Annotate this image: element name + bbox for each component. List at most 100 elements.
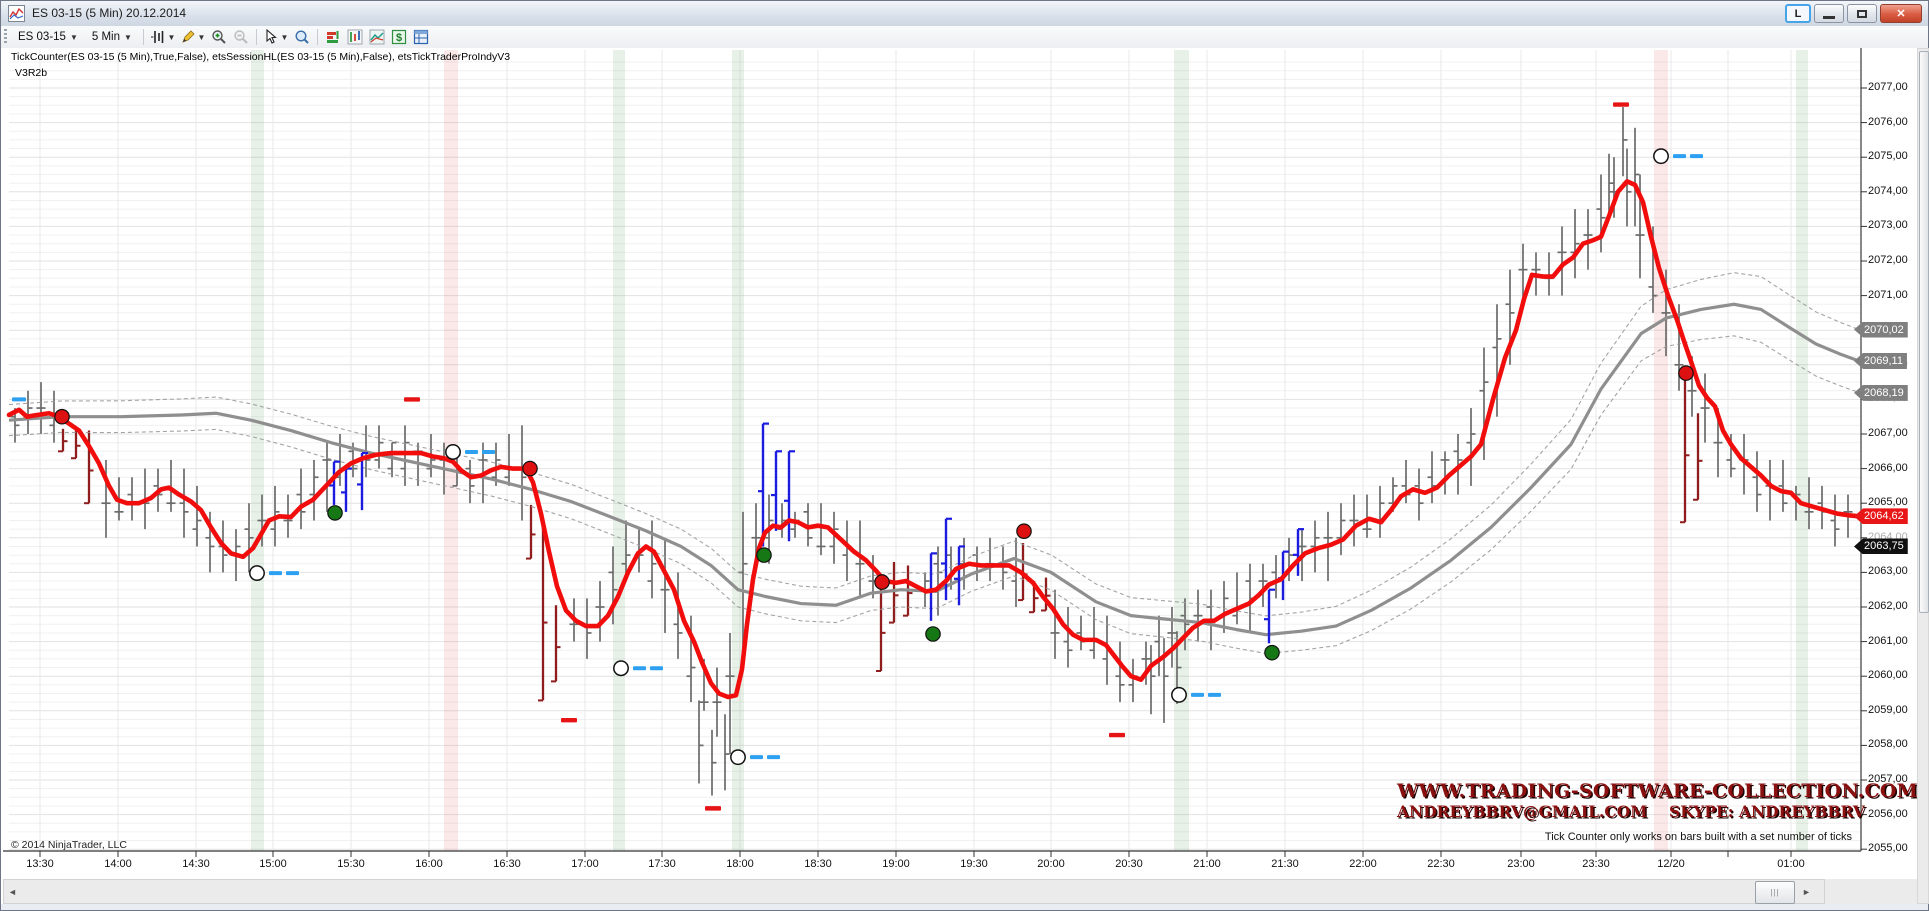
price-axis-label: 2063,00 bbox=[1868, 565, 1908, 578]
entry-circle-marker bbox=[730, 749, 746, 766]
instrument-dropdown[interactable]: ES 03-15 ▼ bbox=[12, 27, 84, 47]
signal-dash-blue bbox=[1208, 692, 1221, 697]
indicator-lines-layer bbox=[6, 179, 1862, 700]
bar-spacing-icon[interactable]: ▼ bbox=[151, 31, 176, 43]
close-button[interactable]: ✕ bbox=[1880, 4, 1922, 23]
horizontal-scrollbar[interactable]: ◄ ||| ► bbox=[3, 879, 1825, 904]
time-axis-label: 18:30 bbox=[804, 858, 832, 870]
time-axis-label: 21:30 bbox=[1271, 858, 1299, 870]
period-dropdown[interactable]: 5 Min ▼ bbox=[86, 27, 138, 47]
time-axis-label: 22:30 bbox=[1427, 858, 1455, 870]
chart-style-icon[interactable] bbox=[345, 27, 365, 47]
chart-window-icon bbox=[8, 5, 25, 22]
time-axis-label: 19:00 bbox=[882, 858, 910, 870]
price-axis-label: 2072,00 bbox=[1868, 254, 1908, 266]
minimize-button[interactable] bbox=[1814, 4, 1844, 23]
signal-markers-layer bbox=[12, 102, 1703, 811]
dollar-icon[interactable]: $ bbox=[389, 27, 409, 47]
zoom-out-icon[interactable] bbox=[231, 27, 251, 47]
copyright-label: © 2014 NinjaTrader, LLC bbox=[11, 839, 127, 851]
chart-area: TickCounter(ES 03-15 (5 Min),True,False)… bbox=[1, 48, 1929, 904]
chart-mini-icon[interactable] bbox=[367, 27, 387, 47]
order-flow-icon[interactable] bbox=[323, 27, 343, 47]
price-axis-label: 2065,00 bbox=[1868, 496, 1908, 509]
price-axis-label: 2060,00 bbox=[1868, 669, 1908, 682]
signal-dash-blue bbox=[286, 571, 299, 576]
swing-dash-red bbox=[1109, 732, 1125, 738]
scroll-left-arrow-icon[interactable]: ◄ bbox=[8, 886, 17, 897]
price-axis[interactable]: 2077,00 2076,00 2075,00 2074,00 2073,00 2072,… bbox=[1854, 48, 1915, 855]
vertical-scrollbar[interactable] bbox=[1917, 48, 1929, 904]
time-axis-label: 17:00 bbox=[571, 858, 599, 870]
grid-layer bbox=[9, 50, 1861, 851]
vertical-scroll-thumb[interactable] bbox=[1919, 51, 1929, 613]
chevron-down-icon: ▼ bbox=[69, 32, 78, 42]
signal-dash-blue bbox=[465, 449, 478, 454]
time-axis-label: 23:00 bbox=[1507, 858, 1535, 870]
window-title: ES 03-15 (5 Min) 20.12.2014 bbox=[32, 6, 187, 20]
sell-dot-marker bbox=[1016, 523, 1032, 540]
time-axis-label: 12/20 bbox=[1657, 858, 1685, 870]
signal-dash-blue bbox=[750, 755, 763, 760]
time-axis-label: 17:30 bbox=[648, 858, 676, 870]
signal-dash-blue bbox=[1690, 154, 1703, 159]
price-axis-label: 2074,00 bbox=[1868, 184, 1908, 197]
price-axis-label: 2058,00 bbox=[1868, 738, 1908, 751]
crosshair-icon[interactable] bbox=[292, 27, 312, 47]
price-axis-label: 2067,00 bbox=[1868, 427, 1908, 439]
instrument-label: ES 03-15 bbox=[18, 31, 66, 43]
indicator-label: TickCounter(ES 03-15 (5 Min),True,False)… bbox=[11, 51, 511, 63]
signal-dash-blue bbox=[482, 449, 495, 454]
sell-dot-marker bbox=[874, 574, 890, 590]
price-tag: 2063,75 bbox=[1854, 538, 1908, 555]
time-axis-label: 19:30 bbox=[960, 858, 988, 870]
price-axis-label: 2076,00 bbox=[1868, 115, 1908, 128]
chart-toolbar: ES 03-15 ▼ 5 Min ▼ ▼ ▼ ▼ $ bbox=[1, 26, 1928, 49]
time-axis-label: 01:00 bbox=[1777, 858, 1805, 870]
toolbar-grip[interactable] bbox=[4, 29, 7, 45]
sell-dot-marker bbox=[54, 408, 70, 425]
time-axis-label: 15:00 bbox=[259, 858, 287, 870]
price-axis-label: 2077,00 bbox=[1868, 81, 1908, 93]
swing-dash-red bbox=[561, 717, 577, 723]
title-bar[interactable]: ES 03-15 (5 Min) 20.12.2014 L ✕ bbox=[1, 1, 1928, 27]
horizontal-scroll-thumb[interactable]: ||| bbox=[1755, 881, 1795, 904]
scroll-right-arrow-icon[interactable]: ► bbox=[1802, 886, 1811, 897]
tick-counter-note: Tick Counter only works on bars built wi… bbox=[1544, 831, 1852, 843]
link-button[interactable]: L bbox=[1785, 4, 1811, 23]
band-center-line bbox=[8, 302, 1860, 637]
zoom-in-icon[interactable] bbox=[209, 27, 229, 47]
chevron-down-icon: ▼ bbox=[124, 32, 132, 42]
restore-button[interactable] bbox=[1847, 4, 1877, 23]
svg-text:$: $ bbox=[396, 32, 402, 44]
signal-dash-blue bbox=[1673, 154, 1686, 159]
price-tag: 2070,02 bbox=[1854, 321, 1908, 338]
data-grid-icon[interactable] bbox=[411, 27, 431, 47]
time-axis-label: 13:30 bbox=[26, 858, 54, 870]
watermark-url: WWW.TRADING-SOFTWARE-COLLECTION.COM bbox=[1397, 780, 1918, 802]
price-axis-label: 2061,00 bbox=[1868, 634, 1908, 647]
band-lower-envelope bbox=[8, 335, 1860, 655]
pencil-icon[interactable]: ▼ bbox=[179, 27, 207, 47]
signal-dash-blue bbox=[1191, 692, 1204, 697]
swing-dash-red bbox=[404, 397, 420, 402]
indicator-version-label: V3R2b bbox=[15, 67, 48, 79]
price-axis-label: 2055,00 bbox=[1868, 842, 1908, 855]
time-axis-label: 20:00 bbox=[1037, 858, 1065, 870]
chart-plot[interactable] bbox=[1, 48, 1871, 860]
session-band-green bbox=[732, 50, 744, 851]
swing-dash-red bbox=[705, 806, 721, 811]
session-band-green bbox=[1796, 50, 1808, 851]
time-axis-label: 23:30 bbox=[1582, 858, 1610, 870]
trend-line bbox=[6, 179, 1862, 700]
price-axis-label: 2075,00 bbox=[1868, 150, 1908, 163]
session-band-green bbox=[613, 50, 625, 851]
buy-dot-marker bbox=[756, 547, 772, 563]
price-tag: 2068,19 bbox=[1854, 384, 1908, 401]
time-axis-label: 15:30 bbox=[337, 858, 365, 870]
watermark: WWW.TRADING-SOFTWARE-COLLECTION.COM ANDR… bbox=[1397, 780, 1918, 820]
price-axis-label: 2066,00 bbox=[1868, 461, 1908, 474]
price-axis-label: 2071,00 bbox=[1868, 288, 1908, 301]
cursor-icon[interactable]: ▼ bbox=[262, 27, 290, 47]
